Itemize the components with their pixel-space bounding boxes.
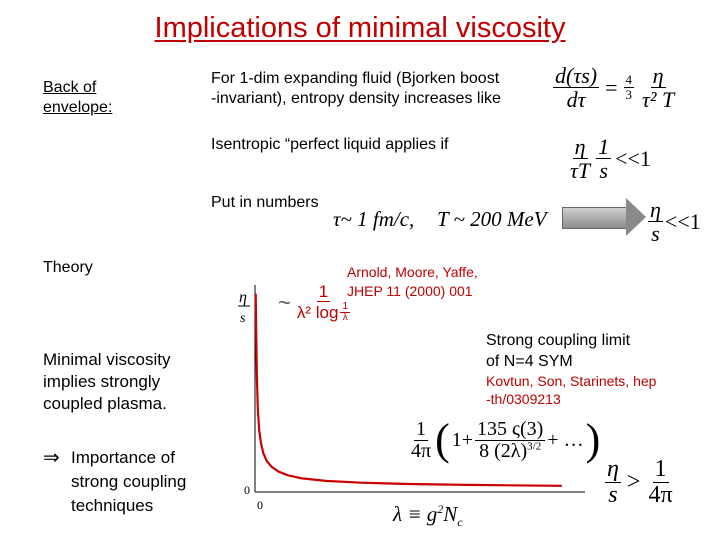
right-arrow-icon — [562, 207, 628, 229]
kss-bound: η s > 1 4π — [605, 456, 673, 509]
strong-coupling-formula: 1 4π ( 1+ 135 ς(3) 8 (2λ)3/2 + … ) — [409, 415, 601, 464]
arnold-citation: Arnold, Moore, Yaffe, JHEP 11 (2000) 001 — [347, 264, 478, 299]
bjorken-equation: d(τs) dτ = 4 3 η τ² T — [553, 63, 675, 113]
plot-series-line — [254, 294, 562, 487]
page-title: Implications of minimal viscosity — [154, 12, 566, 44]
minimal-viscosity-text: Minimal viscosity implies strongly coupl… — [43, 350, 171, 413]
right-arrow-head-icon — [626, 198, 646, 236]
implication-arrow-icon: ⇒ — [43, 447, 60, 469]
isentropic-text: Isentropic “perfect liquid applies if — [211, 136, 449, 153]
strong-coupling-label: Strong coupling limit of N=4 SYM — [486, 332, 631, 370]
weak-coupling-formula: ~ 1 λ² log 1 λ — [278, 282, 350, 324]
bjorken-text: For 1-dim expanding fluid (Bjorken boost… — [211, 70, 501, 107]
plot-y-label-den: s — [240, 311, 246, 326]
numbers-result: η s <<1 — [648, 197, 701, 247]
tau-value: τ~ 1 fm/c, — [333, 207, 415, 231]
put-in-numbers-label: Put in numbers — [211, 194, 319, 211]
plot-x-origin: 0 — [257, 498, 263, 512]
importance-text: Importance of strong coupling techniques — [71, 448, 187, 515]
lambda-definition: λ ≡ g2Nc — [393, 502, 463, 530]
plot-y-origin: 0 — [244, 483, 250, 497]
temperature-value: T ~ 200 MeV — [437, 207, 547, 231]
isentropic-condition: η τT 1 s <<1 — [570, 134, 651, 184]
kovtun-citation: Kovtun, Son, Starinets, hep -th/0309213 — [486, 373, 657, 407]
theory-label: Theory — [43, 259, 93, 276]
back-of-envelope-label: Back of envelope: — [43, 79, 113, 116]
plot-y-label-num: η — [239, 289, 247, 306]
viscosity-plot: η s 0 0 — [238, 285, 585, 512]
